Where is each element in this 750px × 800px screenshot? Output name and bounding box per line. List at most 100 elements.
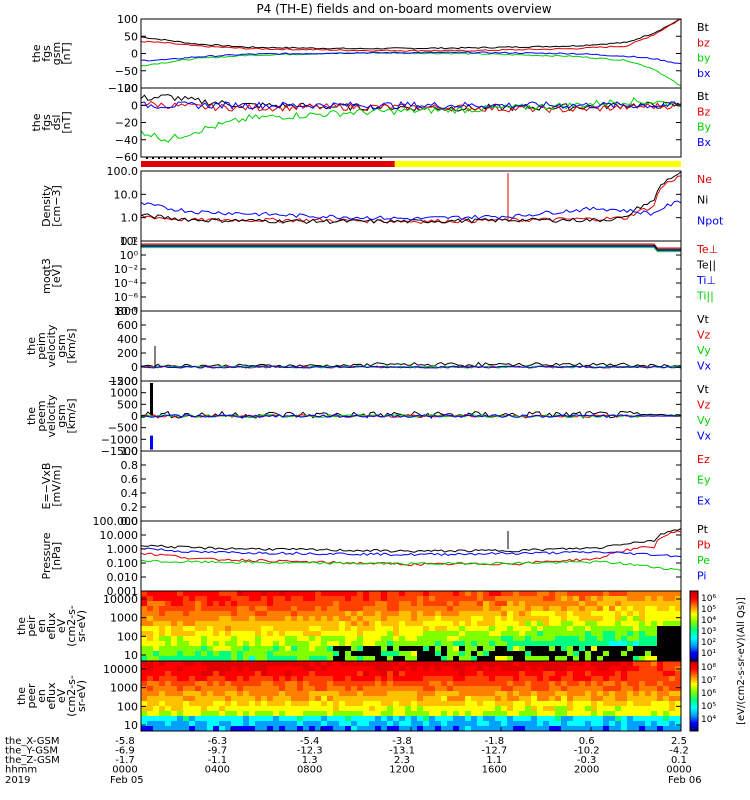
heatmap-cell	[321, 666, 328, 672]
heatmap-cell	[543, 691, 550, 697]
heatmap-cell	[519, 606, 526, 612]
heatmap-cell	[237, 691, 244, 697]
heatmap-cell	[345, 636, 352, 642]
heatmap-cell	[327, 671, 334, 677]
heatmap-cell	[303, 701, 310, 707]
heatmap-cell	[471, 676, 478, 682]
heatmap-cell	[171, 706, 178, 712]
heatmap-cell	[465, 671, 472, 677]
heatmap-cell	[567, 651, 574, 657]
heatmap-cell	[207, 651, 214, 657]
heatmap-cell	[669, 591, 676, 597]
heatmap-cell	[333, 646, 340, 652]
heatmap-cell	[393, 671, 400, 677]
heatmap-cell	[309, 621, 316, 627]
heatmap-cell	[381, 716, 388, 722]
heatmap-cell	[291, 646, 298, 652]
heatmap-cell	[279, 606, 286, 612]
heatmap-cell	[519, 706, 526, 712]
heatmap-cell	[291, 666, 298, 672]
heatmap-cell	[633, 626, 640, 632]
heatmap-cell	[507, 696, 514, 702]
heatmap-cell	[363, 626, 370, 632]
heatmap-cell	[627, 696, 634, 702]
heatmap-cell	[519, 611, 526, 617]
heatmap-cell	[255, 646, 262, 652]
heatmap-cell	[495, 601, 502, 607]
heatmap-cell	[177, 666, 184, 672]
heatmap-cell	[303, 591, 310, 597]
y-tick-label: 10	[124, 719, 138, 732]
heatmap-cell	[621, 626, 628, 632]
heatmap-cell	[549, 631, 556, 637]
x-axis-value: -5.8	[115, 736, 135, 747]
heatmap-cell	[183, 601, 190, 607]
heatmap-cell	[201, 621, 208, 627]
heatmap-cell	[165, 696, 172, 702]
heatmap-cell	[633, 711, 640, 717]
heatmap-cell	[177, 596, 184, 602]
heatmap-cell	[267, 666, 274, 672]
heatmap-cell	[609, 666, 616, 672]
heatmap-cell	[567, 626, 574, 632]
heatmap-cell	[627, 641, 634, 647]
heatmap-cell	[585, 666, 592, 672]
heatmap-cell	[315, 681, 322, 687]
heatmap-cell	[249, 591, 256, 597]
heatmap-cell	[399, 591, 406, 597]
heatmap-cell	[663, 651, 670, 657]
heatmap-cell	[333, 626, 340, 632]
heatmap-cell	[603, 591, 610, 597]
heatmap-cell	[327, 641, 334, 647]
heatmap-cell	[219, 611, 226, 617]
heatmap-cell	[639, 596, 646, 602]
heatmap-cell	[249, 676, 256, 682]
heatmap-cell	[333, 681, 340, 687]
heatmap-cell	[177, 686, 184, 692]
heatmap-cell	[177, 641, 184, 647]
heatmap-cell	[585, 651, 592, 657]
heatmap-cell	[597, 711, 604, 717]
heatmap-cell	[399, 651, 406, 657]
heatmap-cell	[393, 676, 400, 682]
heatmap-cell	[651, 691, 658, 697]
heatmap-cell	[441, 601, 448, 607]
y-tick-label: 1000	[110, 387, 138, 400]
heatmap-cell	[177, 676, 184, 682]
heatmap-cell	[297, 596, 304, 602]
heatmap-cell	[621, 641, 628, 647]
heatmap-cell	[489, 651, 496, 657]
mode-bar-segment	[141, 161, 395, 167]
heatmap-cell	[243, 606, 250, 612]
heatmap-cell	[177, 646, 184, 652]
y-tick-label: 10⁻⁸	[114, 305, 139, 318]
heatmap-cell	[531, 636, 538, 642]
heatmap-cell	[597, 626, 604, 632]
heatmap-cell	[201, 676, 208, 682]
heatmap-cell	[279, 611, 286, 617]
heatmap-cell	[285, 601, 292, 607]
heatmap-cell	[555, 681, 562, 687]
legend-label-Vx: Vx	[697, 360, 712, 373]
heatmap-cell	[273, 636, 280, 642]
heatmap-cell	[357, 606, 364, 612]
heatmap-cell	[537, 696, 544, 702]
heatmap-cell	[153, 701, 160, 707]
heatmap-cell	[675, 716, 681, 722]
heatmap-cell	[657, 721, 664, 727]
legend-label-Ni: Ni	[697, 194, 708, 207]
heatmap-cell	[435, 706, 442, 712]
heatmap-cell	[471, 606, 478, 612]
heatmap-cell	[405, 611, 412, 617]
heatmap-cell	[345, 666, 352, 672]
heatmap-cell	[351, 621, 358, 627]
heatmap-cell	[501, 696, 508, 702]
heatmap-cell	[213, 701, 220, 707]
heatmap-cell	[369, 631, 376, 637]
heatmap-cell	[261, 666, 268, 672]
mode-bar-tick	[338, 157, 340, 159]
heatmap-cell	[627, 636, 634, 642]
heatmap-cell	[447, 646, 454, 652]
heatmap-cell	[519, 661, 526, 667]
heatmap-cell	[513, 621, 520, 627]
